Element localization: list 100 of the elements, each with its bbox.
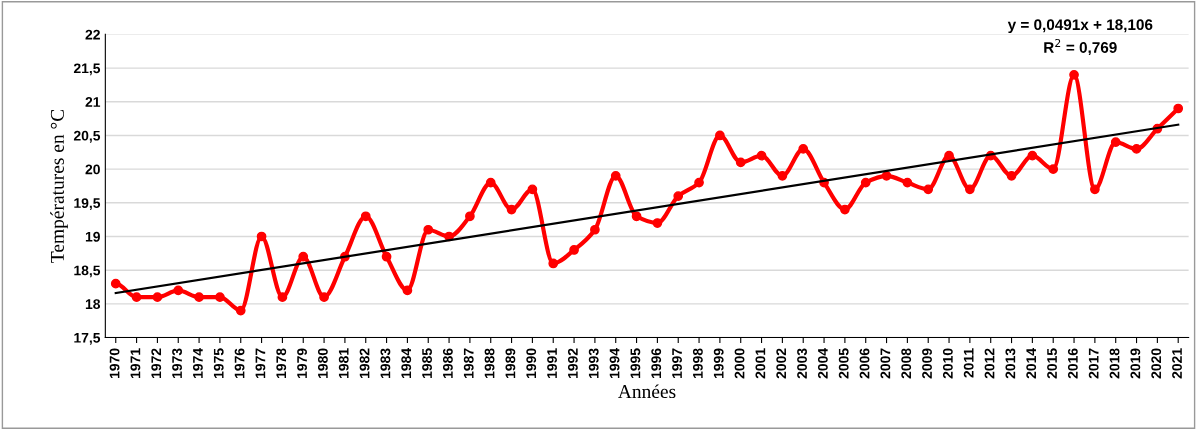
x-tick-label: 1995: [630, 348, 641, 378]
point: [527, 184, 538, 195]
x-tick-label: 1985: [422, 348, 432, 378]
x-axis-title: Années: [618, 384, 676, 399]
x-tick-label: 2010: [942, 348, 953, 379]
point: [860, 177, 871, 188]
x-tick-label: 2006: [859, 348, 870, 379]
x-tick-label: 1993: [588, 348, 599, 378]
x-tick-label: 2015: [1047, 348, 1057, 379]
x-tick-label: 2011: [963, 348, 974, 378]
point: [298, 251, 309, 262]
x-tick-label: 1994: [609, 348, 620, 378]
point: [777, 171, 788, 181]
x-tick-label: 1997: [672, 348, 682, 378]
point: [173, 285, 184, 296]
point: [631, 211, 642, 222]
point: [610, 171, 621, 181]
x-tick-label: 1979: [297, 348, 307, 378]
point: [590, 224, 600, 235]
point: [423, 224, 434, 235]
point: [652, 218, 663, 228]
x-tick-label: 2009: [922, 348, 932, 379]
point: [1069, 69, 1079, 80]
point: [548, 258, 559, 269]
x-tick-label: 2019: [1130, 348, 1141, 379]
x-tick-label: 1982: [359, 348, 370, 378]
x-tick-label: 1984: [401, 348, 412, 378]
x-tick-label: 1988: [484, 348, 495, 378]
point: [798, 144, 809, 154]
point: [194, 292, 204, 302]
y-tick-label: 20: [85, 164, 100, 175]
point: [694, 177, 704, 188]
point: [1110, 137, 1121, 148]
point: [215, 292, 225, 302]
x-tick-label: 1980: [317, 348, 328, 378]
point: [485, 177, 496, 188]
point: [152, 292, 163, 302]
x-tick-label: 2021: [1172, 348, 1182, 379]
point: [715, 130, 725, 141]
point: [235, 305, 246, 316]
x-tick-label: 1978: [276, 348, 287, 378]
y-tick-label: 18: [85, 299, 101, 310]
point: [110, 278, 121, 289]
point: [506, 204, 517, 215]
point: [569, 245, 579, 255]
x-tick-label: 1983: [380, 348, 391, 378]
point: [277, 292, 288, 302]
x-tick-label: 1986: [442, 348, 453, 378]
x-tick-label: 2020: [1151, 348, 1162, 379]
y-tick-label: 19: [85, 231, 100, 242]
point: [840, 204, 850, 215]
point: [735, 157, 746, 168]
point: [319, 292, 329, 302]
x-tick-label: 1981: [338, 348, 349, 378]
y-tick-label: 17,5: [74, 333, 101, 345]
x-tick-label: 2017: [1088, 348, 1099, 379]
x-tick-label: 1975: [213, 348, 224, 378]
point: [673, 191, 684, 201]
y-tick-label: 21,5: [73, 63, 101, 76]
x-tick-label: 2012: [984, 348, 995, 379]
annotation: y = 0,0491x + 18,106 R$^{2}$ = 0,769: [1007, 19, 1153, 56]
point: [1048, 164, 1059, 174]
point: [756, 150, 767, 161]
x-tick-label: 2013: [1005, 348, 1016, 379]
x-tick-label: 1998: [692, 348, 703, 378]
point: [256, 231, 267, 242]
point: [402, 285, 413, 296]
y-tick-label: 19,5: [74, 198, 101, 210]
point: [131, 292, 142, 302]
x-tick-label: 1976: [234, 348, 245, 378]
y-tick-label: 20,5: [73, 130, 101, 143]
point: [944, 150, 954, 161]
y-tick-label: 18,5: [74, 265, 101, 278]
x-tick-label: 1990: [526, 348, 537, 378]
x-tick-label: 2005: [838, 348, 849, 379]
y-tick-label: 21: [85, 97, 101, 107]
x-tick-label: 2008: [901, 348, 912, 379]
x-tick-label: 1996: [651, 348, 662, 378]
x-tick-label: 2018: [1109, 348, 1120, 379]
x-tick-label: 1999: [713, 348, 724, 378]
point: [1027, 150, 1038, 161]
x-tick-label: 1972: [151, 348, 162, 378]
point: [1131, 144, 1142, 154]
point: [902, 177, 913, 188]
point: [1090, 184, 1100, 195]
x-tick-label: 1989: [505, 348, 516, 378]
point: [381, 251, 392, 262]
x-tick-label: 2002: [776, 348, 787, 379]
x-tick-label: 1970: [109, 348, 120, 378]
x-tick-label: 2007: [880, 348, 891, 379]
y-axis-title: Températures en °C: [50, 109, 68, 263]
x-tick-label: 2004: [817, 348, 828, 379]
x-tick-label: 2003: [797, 348, 807, 379]
x-tick-label: 2000: [734, 348, 745, 379]
x-tick-label: 1971: [130, 348, 141, 378]
x-tick-label: 2001: [755, 348, 766, 379]
x-tick-label: 1977: [255, 348, 266, 378]
point: [923, 184, 934, 195]
x-tick-label: 1973: [172, 348, 182, 378]
y-tick-label: 22: [85, 29, 100, 40]
